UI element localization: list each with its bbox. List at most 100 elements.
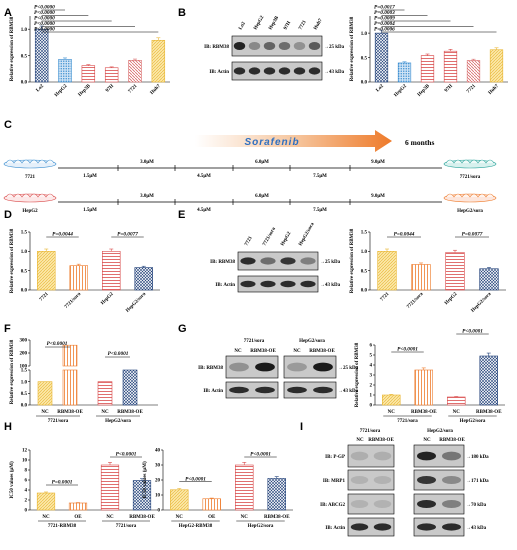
B-rbm38-membrane	[231, 35, 323, 57]
I-blot-group-1: HepG2/sora	[427, 429, 453, 434]
H2-xlabel-1: OE	[208, 515, 216, 520]
I-lane-1: RBM38-OE	[368, 438, 394, 443]
B-actin-band-4	[293, 67, 306, 75]
F-bar-0	[37, 381, 53, 406]
G-kda-1: →43 kDa	[338, 389, 359, 394]
blot-E: 7721 7721/sora HepG2 HepG2/sora IB: RBM38 IB:…	[210, 222, 341, 293]
F-ytick-label-2: 1.0	[21, 380, 28, 385]
B-row-1: IB: Actin	[209, 70, 229, 75]
I-row-1: IB: MRP1	[323, 479, 346, 484]
F-ytick-label-4: 100	[20, 365, 28, 370]
G-ytick-label-2: 2	[370, 384, 373, 389]
F-ytick-label-0: 0.0	[21, 404, 28, 409]
cells-hepg2-icon	[5, 193, 55, 198]
chart-B: 0.0 0.5 1.0 Relative expression of RBM38 P=0…	[350, 5, 508, 98]
B-pvalue-0: P=0.0017	[374, 5, 395, 11]
G-lane-2: NC	[293, 349, 301, 354]
dose-top-r0-1: 6.0μM	[255, 160, 269, 165]
A-bar-2	[81, 65, 96, 83]
I-row2-left-band-1	[373, 500, 392, 508]
B-actin-band-0	[233, 67, 246, 75]
G-xlabel-2: NC	[453, 410, 461, 415]
panel-letter-a: A	[4, 7, 12, 19]
I-row3-right-band-1	[442, 523, 461, 531]
I-row0-left-band-0	[350, 451, 369, 461]
A-ytick-label-2: 1.0	[21, 28, 28, 33]
dose-bottom-r0-1: 4.5μM	[197, 174, 211, 179]
I-row2-right-band-0	[417, 500, 436, 508]
G-actin-right-band-0	[287, 386, 307, 394]
I-row0-right-band-1	[442, 451, 461, 461]
I-kda-1: →171 kDa	[466, 479, 489, 484]
B-bar-5	[489, 49, 504, 83]
D-ytick-label-3: 1.5	[21, 231, 28, 236]
B-lane-3: 97H	[283, 21, 292, 31]
dose-top-r0-2: 9.0μM	[371, 160, 385, 165]
E-actin-band-1	[260, 280, 276, 288]
I-row3-left-band-0	[350, 523, 369, 531]
D-xlabel-2: HepG2	[100, 292, 115, 307]
row1-start-label: 7721	[25, 175, 36, 180]
E-actin-band-0	[240, 280, 256, 288]
A-bar-3	[104, 67, 119, 83]
charts-layer: 0.0 0.5 1.0 Relative expression of RBM38 P<0…	[10, 5, 508, 529]
G-blot-group-1: HepG2/sora	[299, 339, 325, 344]
H2-xlabel-0: NC	[176, 515, 184, 520]
I-row-0: IB: P-GP	[325, 455, 345, 460]
I-row1-right-band-0	[417, 476, 436, 484]
I-blot-group-0: 7721/sora	[360, 429, 381, 434]
G-rbm38-left-band-0	[229, 362, 249, 372]
H2-ytick-label-4: 40	[155, 449, 161, 454]
G-ytick-label-6: 6	[370, 344, 373, 349]
G-ytick-label-1: 1	[370, 394, 373, 399]
E-bar-1	[411, 264, 431, 291]
G-ytick-label-0: 0	[370, 404, 373, 409]
E-actin-band-2	[280, 280, 296, 288]
E-row-0: IB: RBM38	[210, 260, 235, 265]
G-bar-1	[414, 369, 433, 406]
H1-pvalue-0: P=0.0001	[52, 480, 73, 486]
B-ylabel: Relative expression of RBM38	[350, 16, 355, 81]
G-kda-0: →25 kDa	[338, 366, 359, 371]
H1-group-0: 7721-RBM38	[48, 524, 77, 529]
F-bar-2	[97, 381, 113, 406]
H2-bar-2	[235, 464, 254, 511]
panel-letter-g: G	[178, 323, 187, 335]
E-bar-2	[445, 252, 465, 291]
H1-xlabel-3: RBM38-OE	[129, 515, 155, 520]
F-group-0: 7721/sora	[48, 419, 69, 424]
panel-letter-h: H	[4, 421, 12, 433]
G-xlabel-0: NC	[388, 410, 396, 415]
E-ytick-label-0: 0.0	[361, 289, 368, 294]
I-row3-right-band-0	[417, 523, 436, 531]
B-ytick-label-1: 0.5	[361, 56, 368, 61]
dose-bottom-r0-2: 7.5μM	[313, 174, 327, 179]
dose-top-r1-0: 3.0μM	[140, 194, 154, 199]
H1-group-1: 7721/sora	[116, 524, 137, 529]
D-bar-2	[102, 251, 121, 291]
F-ytick-label-1: 0.5	[21, 392, 28, 397]
E-actin-membrane	[237, 275, 319, 293]
D-xlabel-0: 7721	[39, 292, 50, 303]
B-lane-1: HepG2	[253, 15, 265, 31]
E-ytick-label-3: 1.5	[361, 231, 368, 236]
I-row0-right-band-0	[417, 451, 436, 461]
I-row3-left-band-1	[373, 523, 392, 531]
F-xlabel-0: NC	[41, 410, 49, 415]
B-pvalue-1: P=0.0003	[374, 10, 395, 16]
D-ytick-label-2: 1.0	[21, 250, 28, 255]
panel-letter-f: F	[4, 323, 11, 335]
E-row-1: IB: Actin	[215, 283, 235, 288]
B-pvalue-2: P=0.0009	[374, 16, 395, 22]
B-xlabel-5: Huh7	[488, 84, 500, 96]
dose-top-r1-2: 9.0μM	[371, 194, 385, 199]
E-lane-2: HepG2	[280, 231, 292, 247]
I-row2-left-band-0	[350, 500, 369, 508]
B-lane-0: Lo2	[238, 21, 247, 31]
E-ylabel: Relative expression of RBM38	[350, 228, 355, 293]
row1-end-label: 7721/sora	[460, 175, 481, 180]
chart-H2: 0 10 20 30 40 IC50 values (μM) P<0.0001 P<0.000…	[143, 449, 293, 529]
E-lane-1: 7721/sora	[262, 226, 277, 247]
chart-G: 0 1 2 3 4 5 6 Relative expression of RBM38 P<0.0…	[355, 329, 505, 424]
